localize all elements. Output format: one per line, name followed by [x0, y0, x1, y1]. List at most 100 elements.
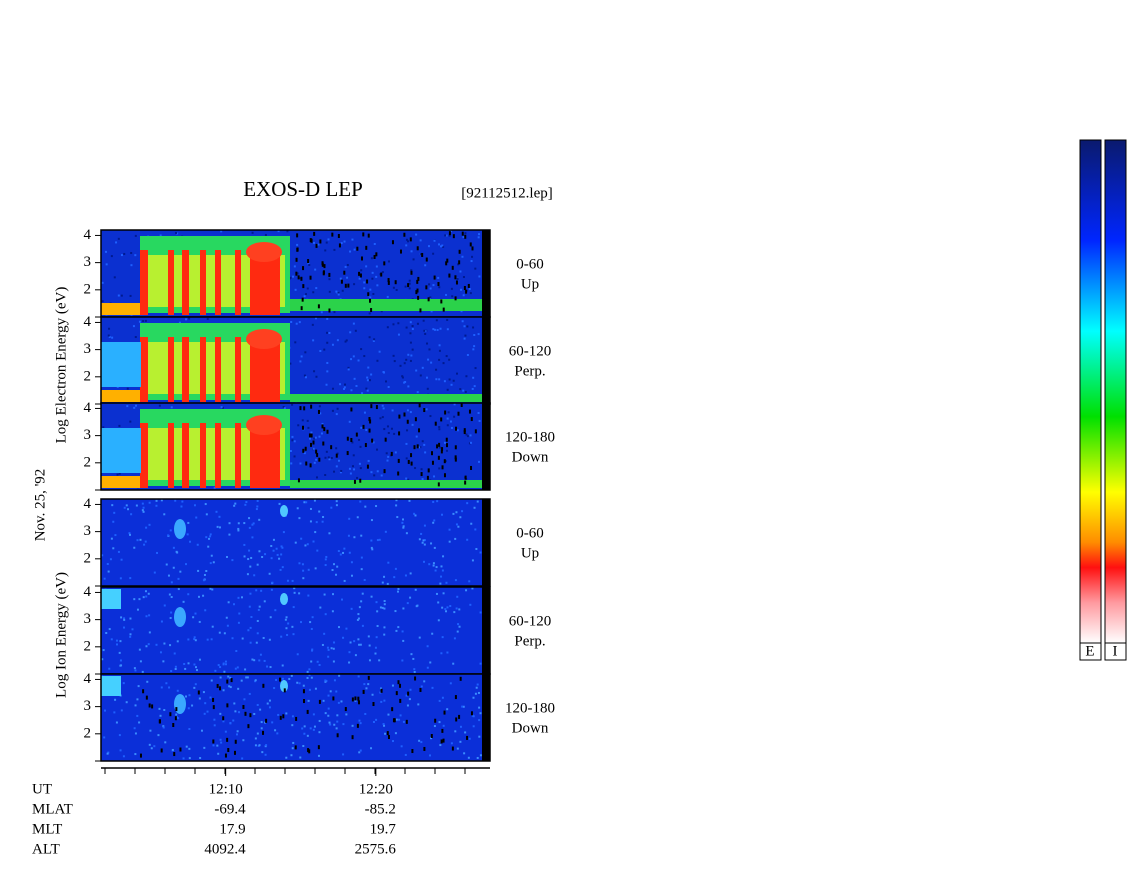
noise — [424, 330, 427, 333]
noise — [367, 366, 370, 369]
noise — [213, 486, 216, 489]
noise — [396, 590, 399, 593]
noise — [311, 616, 314, 619]
noise — [219, 738, 222, 741]
dropout — [455, 280, 458, 285]
noise — [418, 446, 421, 449]
noise — [400, 745, 403, 748]
noise — [328, 458, 331, 461]
noise — [310, 660, 313, 663]
noise — [340, 469, 343, 472]
blob — [280, 505, 288, 517]
dropout — [296, 233, 299, 238]
noise — [283, 407, 286, 410]
noise — [275, 678, 278, 681]
noise — [356, 476, 359, 479]
noise — [327, 655, 330, 658]
noise — [423, 543, 426, 546]
panel-sublabel: Perp. — [514, 363, 545, 379]
noise — [314, 687, 317, 690]
noise — [185, 745, 188, 748]
noise — [435, 319, 438, 322]
y-tick-label: 4 — [84, 400, 92, 416]
streak — [235, 337, 241, 402]
noise — [432, 562, 435, 565]
noise — [381, 581, 384, 584]
noise — [312, 728, 315, 731]
edge — [482, 317, 490, 404]
noise — [274, 609, 277, 612]
noise — [478, 706, 481, 709]
noise — [198, 697, 201, 700]
noise — [462, 236, 465, 239]
dropout — [367, 292, 370, 297]
noise — [343, 547, 346, 550]
noise — [405, 244, 408, 247]
noise — [306, 734, 309, 737]
noise — [442, 362, 445, 365]
streak — [215, 337, 221, 402]
noise — [198, 658, 201, 661]
noise — [446, 708, 449, 711]
noise — [299, 756, 302, 759]
noise — [478, 735, 481, 738]
blob — [101, 428, 141, 473]
noise — [293, 591, 296, 594]
noise — [150, 747, 153, 750]
noise — [476, 500, 479, 503]
noise — [437, 619, 440, 622]
noise — [184, 667, 187, 670]
noise — [185, 695, 188, 698]
dropout — [407, 691, 410, 696]
dropout — [398, 414, 401, 419]
noise — [365, 265, 368, 268]
noise — [375, 275, 378, 278]
noise — [450, 230, 453, 233]
noise — [223, 632, 226, 635]
dropout — [310, 442, 313, 447]
file-name: [92112512.lep] — [461, 185, 553, 201]
streak — [140, 250, 148, 315]
noise — [409, 359, 412, 362]
dropout — [434, 421, 437, 426]
dropout — [430, 734, 433, 739]
noise — [269, 616, 272, 619]
dropout — [304, 446, 307, 451]
dropout — [350, 437, 353, 442]
noise — [324, 456, 327, 459]
noise — [371, 693, 374, 696]
ephemeris-value: 2575.6 — [355, 841, 397, 857]
dropout — [387, 735, 390, 740]
noise — [335, 690, 338, 693]
panel-label: 120-180 — [505, 700, 555, 716]
noise — [383, 633, 386, 636]
noise — [285, 712, 288, 715]
noise — [237, 527, 240, 530]
noise — [187, 707, 190, 710]
noise — [209, 562, 212, 565]
noise — [142, 510, 145, 513]
noise — [445, 234, 448, 237]
noise — [409, 341, 412, 344]
noise — [295, 322, 298, 325]
noise — [168, 686, 171, 689]
noise — [349, 331, 352, 334]
noise — [335, 500, 338, 503]
dropout — [370, 404, 373, 409]
band — [290, 480, 482, 488]
noise — [478, 275, 481, 278]
panel-sublabel: Up — [521, 545, 539, 561]
dropout — [399, 249, 402, 254]
noise — [101, 281, 104, 284]
noise — [119, 664, 122, 667]
dropout — [309, 463, 312, 468]
dropout — [279, 677, 282, 682]
noise — [372, 293, 375, 296]
dropout — [322, 441, 325, 446]
noise — [396, 516, 399, 519]
noise — [479, 712, 482, 715]
noise — [347, 368, 350, 371]
dropout — [419, 308, 422, 313]
noise — [268, 638, 271, 641]
noise — [442, 245, 445, 248]
